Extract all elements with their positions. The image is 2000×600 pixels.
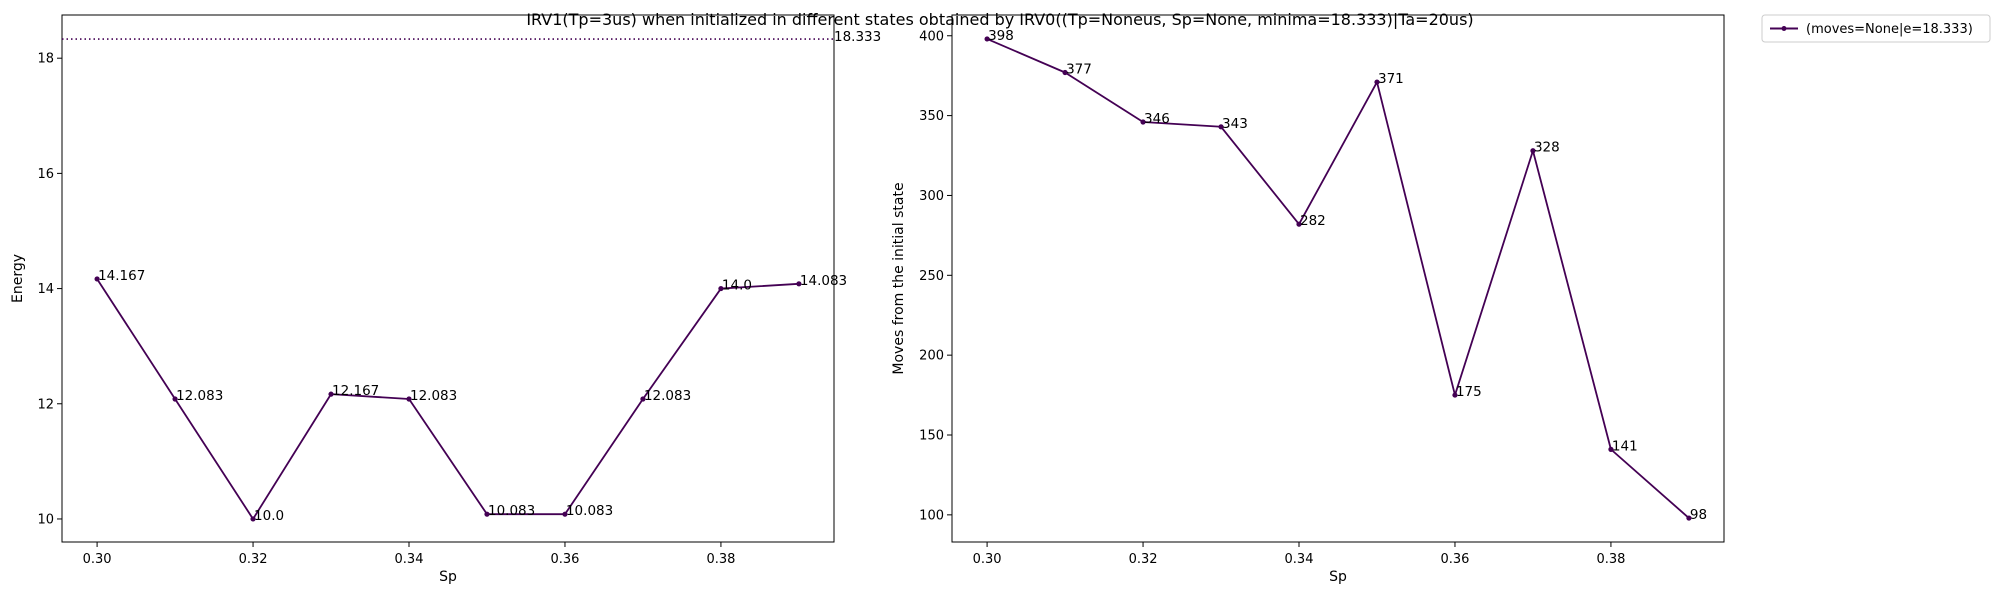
energy-data-point [328, 391, 334, 397]
moves-data-point [1686, 515, 1692, 521]
energy-y-tick-label: 12 [37, 397, 54, 412]
moves-x-axis-label: Sp [1329, 569, 1347, 585]
energy-plot-frame [61, 14, 835, 543]
energy-data-point [562, 511, 568, 517]
moves-series-line [986, 38, 1690, 519]
energy-x-tick-label: 0.32 [239, 552, 268, 567]
moves-data-point [1374, 79, 1380, 85]
energy-x-tick-label: 0.34 [395, 552, 424, 567]
energy-y-tick-label: 10 [37, 512, 54, 527]
moves-y-tick-label: 200 [919, 349, 944, 364]
moves-data-label: 346 [1144, 111, 1170, 127]
moves-data-label: 98 [1690, 507, 1707, 523]
moves-data-label: 343 [1222, 116, 1248, 132]
energy-series-line [96, 278, 799, 520]
energy-y-tick-label: 16 [37, 167, 54, 182]
legend-box [1761, 14, 1991, 43]
energy-chart: 0.30 0.32 0.34 0.36 0.38 10 12 14 16 18 Sp Energy 18… [10, 14, 881, 585]
energy-data-label: 10.083 [566, 503, 613, 519]
energy-data-label: 12.167 [332, 383, 379, 399]
moves-y-tick-label: 350 [919, 109, 944, 124]
moves-data-label: 175 [1456, 384, 1482, 400]
moves-y-tick-label: 250 [919, 269, 944, 284]
energy-data-label: 14.0 [722, 278, 752, 294]
energy-data-point [640, 396, 646, 402]
moves-x-tick-label: 0.36 [1440, 552, 1469, 567]
figure-title: IRV1(Tp=3us) when initialized in differe… [526, 10, 1473, 29]
energy-y-tick-label: 14 [37, 282, 54, 297]
energy-data-label: 10.0 [254, 508, 284, 524]
energy-data-point [796, 281, 802, 287]
energy-data-label: 10.083 [488, 503, 535, 519]
energy-data-point [94, 276, 100, 282]
moves-data-label: 282 [1300, 213, 1326, 229]
moves-y-tick-label: 150 [919, 429, 944, 444]
energy-data-point [406, 396, 412, 402]
legend: (moves=None|e=18.333) [1761, 14, 1991, 43]
energy-y-tick-label: 18 [37, 52, 54, 67]
legend-marker-swatch [1781, 26, 1787, 31]
moves-data-label: 141 [1612, 438, 1638, 454]
energy-data-label: 12.083 [644, 388, 691, 404]
moves-x-tick-label: 0.38 [1596, 552, 1625, 567]
moves-data-label: 398 [988, 28, 1014, 44]
energy-data-label: 12.083 [410, 388, 457, 404]
legend-label: (moves=None|e=18.333) [1806, 22, 1973, 37]
moves-data-label: 377 [1066, 61, 1092, 77]
moves-x-tick-label: 0.32 [1129, 552, 1158, 567]
energy-data-label: 14.083 [800, 273, 847, 289]
moves-y-tick-label: 400 [919, 29, 944, 44]
moves-x-tick-label: 0.30 [973, 552, 1002, 567]
energy-x-tick-label: 0.38 [706, 552, 735, 567]
moves-data-point [1530, 148, 1536, 154]
energy-data-point [250, 516, 256, 522]
moves-y-axis-label: Moves from the initial state [891, 182, 907, 374]
energy-data-point [484, 511, 490, 517]
moves-x-tick-label: 0.34 [1285, 552, 1314, 567]
energy-x-tick-label: 0.36 [550, 552, 579, 567]
moves-data-point [984, 36, 990, 42]
moves-data-point [1218, 124, 1224, 130]
moves-plot-frame [951, 14, 1725, 543]
moves-data-point [1296, 221, 1302, 227]
moves-data-label: 371 [1378, 71, 1404, 87]
moves-data-point [1608, 446, 1614, 452]
energy-x-tick-label: 0.30 [83, 552, 112, 567]
moves-y-tick-label: 300 [919, 189, 944, 204]
moves-data-point [1452, 392, 1458, 398]
moves-data-label: 328 [1534, 140, 1560, 156]
moves-data-point [1062, 69, 1068, 76]
energy-y-axis-label: Energy [10, 254, 26, 303]
energy-x-axis-label: Sp [439, 569, 457, 585]
moves-y-tick-label: 100 [919, 508, 944, 523]
energy-data-point [172, 396, 178, 402]
energy-reference-label: 18.333 [834, 29, 881, 45]
energy-data-point [718, 285, 724, 292]
moves-data-point [1140, 119, 1146, 125]
moves-chart: 0.30 0.32 0.34 0.36 0.38 100 150 200 250 300 350 40… [891, 14, 1725, 585]
energy-data-label: 14.167 [98, 268, 145, 284]
energy-data-label: 12.083 [176, 388, 223, 404]
